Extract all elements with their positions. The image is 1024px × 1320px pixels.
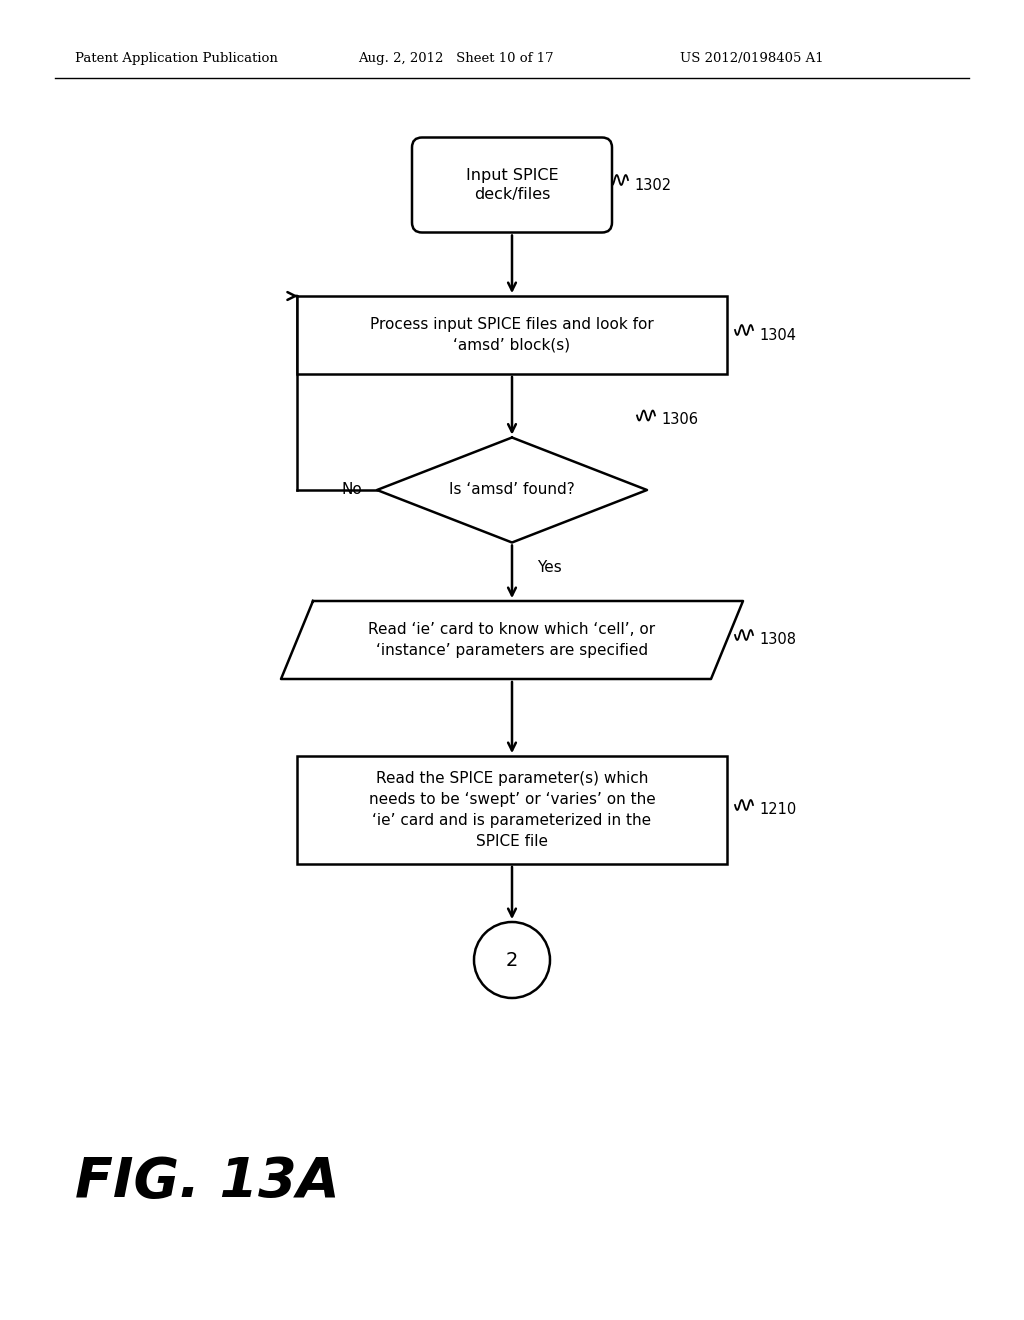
Text: US 2012/0198405 A1: US 2012/0198405 A1 (680, 51, 823, 65)
Bar (297, 296, 727, 374)
Text: No: No (341, 483, 362, 498)
Text: Is ‘amsd’ found?: Is ‘amsd’ found? (450, 483, 574, 498)
Polygon shape (377, 437, 647, 543)
Polygon shape (281, 601, 743, 678)
Text: 2: 2 (506, 950, 518, 969)
Text: 1302: 1302 (634, 177, 671, 193)
Bar (297, 756, 727, 865)
Text: 1308: 1308 (759, 632, 796, 648)
Text: 1210: 1210 (759, 803, 797, 817)
Text: FIG. 13A: FIG. 13A (75, 1155, 340, 1209)
Text: Process input SPICE files and look for
‘amsd’ block(s): Process input SPICE files and look for ‘… (370, 317, 654, 352)
Text: Aug. 2, 2012   Sheet 10 of 17: Aug. 2, 2012 Sheet 10 of 17 (358, 51, 554, 65)
Text: 1306: 1306 (662, 412, 698, 426)
Text: Input SPICE
deck/files: Input SPICE deck/files (466, 168, 558, 202)
Text: Read the SPICE parameter(s) which
needs to be ‘swept’ or ‘varies’ on the
‘ie’ ca: Read the SPICE parameter(s) which needs … (369, 771, 655, 849)
Circle shape (474, 921, 550, 998)
Text: Read ‘ie’ card to know which ‘cell’, or
‘instance’ parameters are specified: Read ‘ie’ card to know which ‘cell’, or … (369, 622, 655, 657)
Text: Yes: Yes (537, 561, 562, 576)
Text: Patent Application Publication: Patent Application Publication (75, 51, 278, 65)
Text: 1304: 1304 (759, 327, 796, 342)
FancyBboxPatch shape (412, 137, 612, 232)
